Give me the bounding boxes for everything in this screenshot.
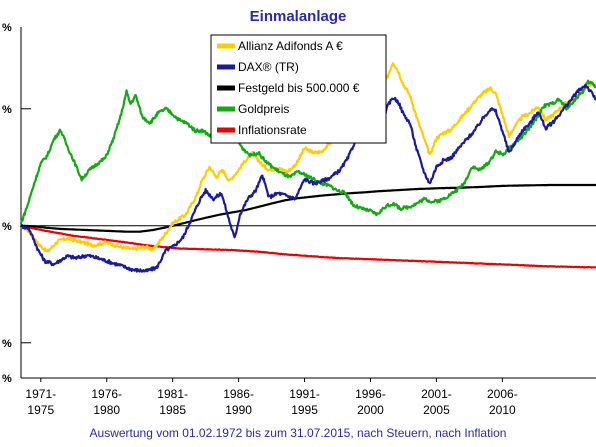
x-tick-label-bottom: 2005	[423, 403, 450, 417]
y-tick-label: %	[2, 221, 12, 233]
x-tick-label-top: 1981-	[157, 387, 188, 401]
x-tick-label-bottom: 1980	[93, 403, 120, 417]
x-tick-label-top: 2001-	[421, 387, 452, 401]
series-line-0	[20, 62, 596, 253]
x-tick-label-top: 1971-	[25, 387, 56, 401]
legend-label: Festgeld bis 500.000 €	[238, 81, 360, 95]
series-line-1	[19, 83, 596, 273]
x-tick-label-bottom: 1990	[225, 403, 252, 417]
legend-label: DAX® (TR)	[238, 60, 299, 74]
legend-label: Goldpreis	[238, 102, 289, 116]
x-tick-label-bottom: 2000	[357, 403, 384, 417]
legend-label: Inflationsrate	[238, 123, 307, 137]
series-line-3	[19, 79, 596, 224]
series-line-4	[20, 224, 596, 269]
y-tick-label: %	[2, 104, 12, 116]
legend-box	[210, 34, 387, 144]
chart-footnote: Auswertung vom 01.02.1972 bis zum 31.07.…	[90, 426, 507, 440]
y-tick-label: %	[2, 22, 12, 34]
x-tick-label-top: 1996-	[355, 387, 386, 401]
y-tick-label: %	[2, 338, 12, 350]
y-tick-label: %	[2, 373, 12, 385]
chart-title: Einmalanlage	[250, 8, 347, 25]
x-tick-label-bottom: 1985	[159, 403, 186, 417]
x-tick-label-top: 1976-	[91, 387, 122, 401]
legend-label: Allianz Adifonds A €	[238, 39, 343, 53]
series-line-2	[20, 183, 596, 233]
x-tick-label-bottom: 1995	[291, 403, 318, 417]
x-tick-label-top: 1986-	[223, 387, 254, 401]
legend: Allianz Adifonds A € DAX® (TR) Festgeld bi…	[210, 34, 387, 144]
x-tick-label-bottom: 2010	[489, 403, 516, 417]
x-tick-label-bottom: 1975	[27, 403, 54, 417]
x-tick-label-top: 2006-	[487, 387, 518, 401]
x-tick-label-top: 1991-	[289, 387, 320, 401]
